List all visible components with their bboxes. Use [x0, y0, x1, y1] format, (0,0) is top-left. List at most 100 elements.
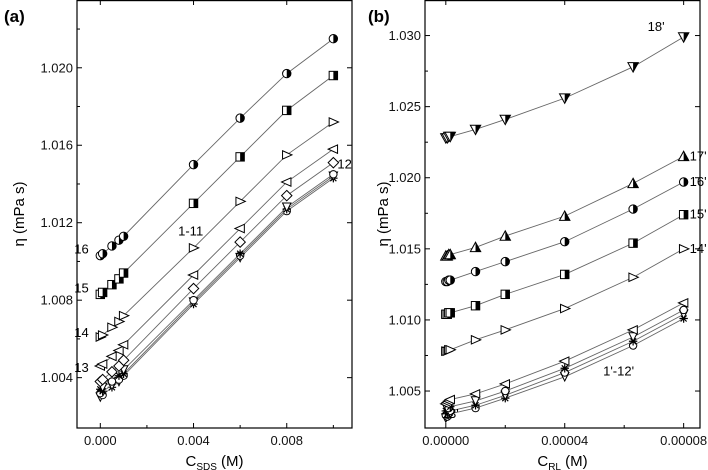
data-point: [501, 386, 510, 396]
data-point: [328, 70, 339, 81]
data-point: [234, 236, 247, 248]
data-point: [96, 373, 109, 386]
chart-panel-a: 1.004 1.008 1.012 1.016 1.020 0.000 0.004 0.008…: [4, 0, 353, 470]
data-point: [469, 241, 482, 253]
series-annotation: 15': [690, 207, 707, 222]
series-annotation: 16': [690, 174, 707, 189]
data-point: [281, 202, 292, 213]
data-point: [445, 275, 455, 285]
plot-frame: [424, 0, 701, 429]
data-point: [97, 287, 108, 298]
y-axis-label: η (mPa s): [375, 181, 392, 246]
y-tick-label: 1.015: [388, 241, 421, 256]
data-point: [558, 356, 570, 367]
data-point: [499, 229, 512, 241]
series-annotation: 15: [74, 280, 88, 295]
data-point: [327, 156, 340, 169]
y-tick-label: 1.020: [388, 170, 421, 185]
data-point: [626, 324, 638, 335]
series-line: [100, 162, 334, 382]
series-annotation: 13: [74, 360, 88, 375]
data-point: [106, 365, 118, 378]
series-line: [445, 181, 684, 282]
data-point: [117, 339, 129, 350]
series-line: [100, 175, 334, 394]
data-point: [118, 231, 129, 241]
data-point: [560, 237, 570, 247]
y-tick-label: 1.030: [388, 28, 421, 43]
data-point: [679, 305, 688, 315]
y-tick-label: 1.012: [40, 215, 73, 230]
y-axis-label: η (mPa s): [11, 181, 28, 246]
data-point: [443, 394, 455, 405]
data-point: [112, 345, 124, 356]
data-point: [627, 62, 640, 74]
series-line: [445, 214, 684, 315]
data-point: [96, 385, 105, 394]
series-annotation: 18': [648, 19, 665, 34]
data-point: [677, 150, 690, 162]
data-point: [678, 177, 689, 187]
data-point: [118, 310, 131, 321]
data-point: [627, 177, 640, 189]
data-point: [628, 272, 640, 283]
data-point: [498, 378, 510, 389]
data-point: [235, 249, 245, 258]
data-point: [187, 270, 199, 280]
data-point: [677, 32, 690, 44]
data-point: [114, 371, 124, 380]
x-tick-label: 0.00008: [660, 433, 707, 448]
series-line: [100, 75, 334, 295]
data-point: [558, 93, 571, 105]
data-point: [118, 268, 129, 278]
data-point: [96, 359, 108, 370]
x-axis-label: CRL (M): [537, 453, 587, 470]
data-point: [500, 289, 510, 300]
data-point: [444, 248, 457, 260]
series-annotation: 12: [337, 157, 351, 172]
data-point: [444, 131, 457, 143]
data-point: [628, 238, 638, 248]
data-point: [97, 249, 108, 259]
data-point: [105, 351, 117, 362]
y-tick-label: 1.020: [40, 60, 73, 75]
data-point: [445, 344, 457, 355]
data-point: [470, 334, 482, 345]
series-annotation: 13': [442, 406, 459, 421]
data-point: [326, 144, 339, 155]
data-point: [677, 297, 689, 308]
data-point: [500, 324, 512, 335]
data-point: [470, 396, 481, 407]
series-annotation: 16: [74, 242, 88, 257]
data-point: [678, 243, 691, 254]
data-point: [282, 149, 294, 160]
x-axis-label: CSDS (M): [185, 453, 243, 470]
series-line: [445, 248, 684, 352]
data-point: [187, 282, 200, 295]
data-point: [235, 152, 245, 162]
data-point: [560, 303, 572, 314]
data-point: [235, 196, 247, 207]
data-point: [235, 113, 245, 123]
panel-label: (a): [4, 7, 25, 26]
data-point: [280, 189, 293, 202]
series-annotation: 14: [74, 325, 88, 340]
plot-frame: [76, 0, 353, 429]
series-annotation: 1'-12': [603, 364, 634, 379]
data-point: [678, 210, 689, 220]
data-point: [470, 266, 481, 277]
data-point: [107, 377, 117, 386]
data-point: [188, 198, 199, 209]
data-point: [188, 242, 200, 253]
y-tick-label: 1.016: [40, 138, 73, 153]
data-point: [628, 332, 639, 343]
x-tick-label: 0.00004: [541, 433, 588, 448]
data-point: [558, 209, 571, 221]
data-point: [628, 204, 638, 214]
y-tick-label: 1.025: [388, 99, 421, 114]
x-tick-label: 0.008: [270, 433, 303, 448]
panel-label: (b): [368, 7, 390, 26]
x-tick-label: 0.00000: [422, 433, 469, 448]
data-point: [469, 388, 481, 399]
y-tick-label: 1.004: [40, 370, 73, 385]
